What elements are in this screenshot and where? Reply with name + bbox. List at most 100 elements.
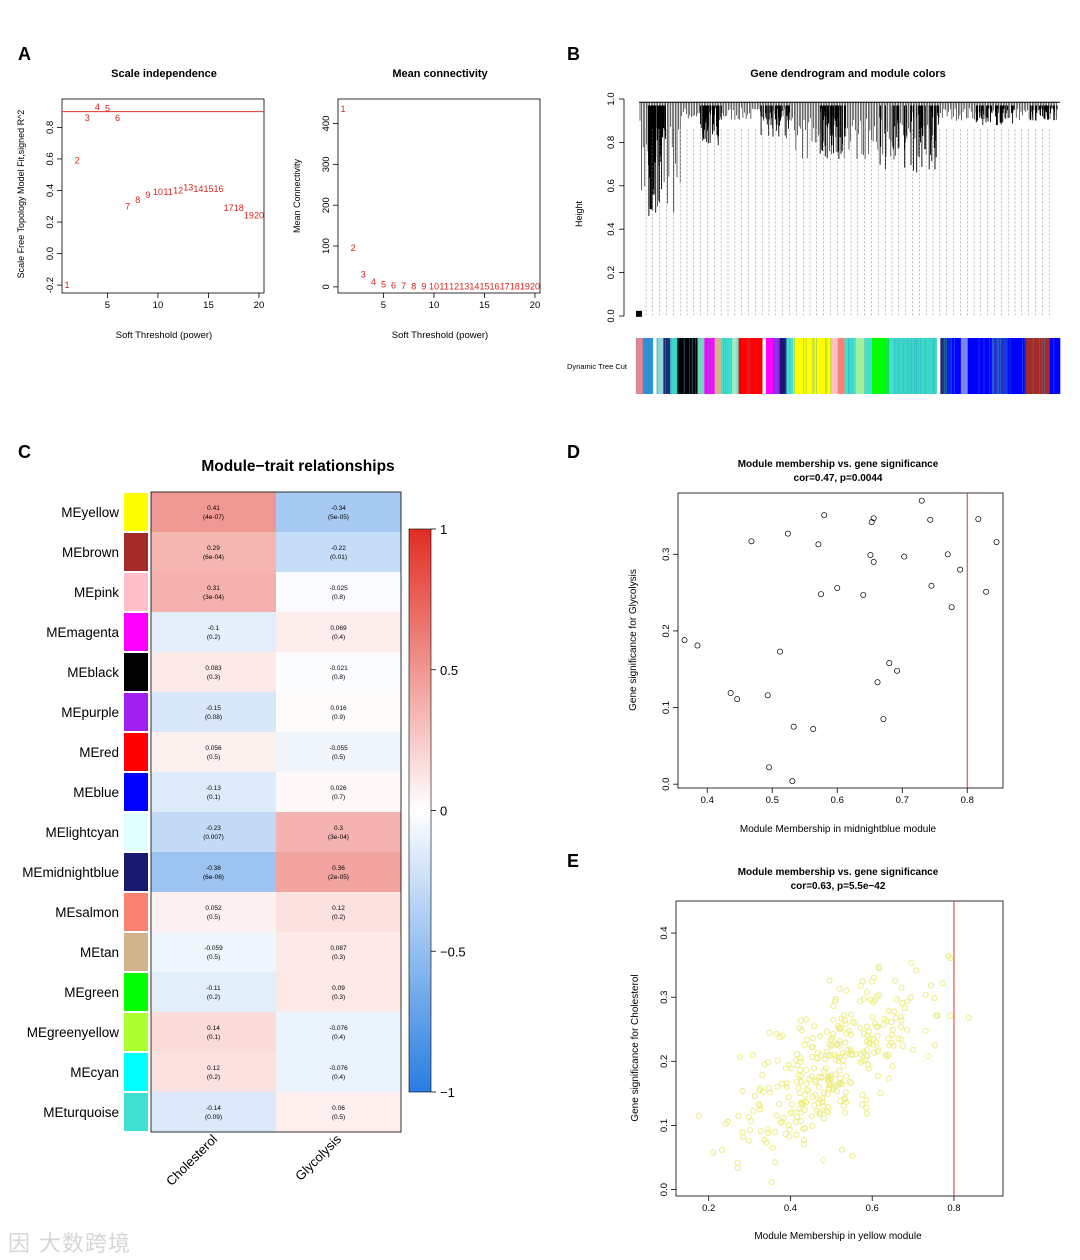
- heatmap-title: Module−trait relationships: [201, 458, 394, 475]
- power-point-label: 17: [224, 203, 234, 213]
- module-color-segment: [653, 338, 657, 394]
- power-point-label: 20: [530, 281, 540, 291]
- module-name-label: MElightcyan: [45, 825, 119, 840]
- scatter-point: [815, 541, 822, 548]
- heatmap-cell: [151, 692, 276, 732]
- scatter-point: [867, 552, 874, 559]
- scatter-point: [797, 1066, 804, 1073]
- scatter-point: [925, 1052, 932, 1060]
- y-tick-label: 0.0: [45, 247, 56, 260]
- y-tick-label: 0.2: [661, 624, 672, 637]
- module-color-swatch: [124, 613, 148, 651]
- heatmap-cell-value: -0.34: [331, 505, 346, 512]
- module-color-segment: [762, 338, 767, 394]
- power-point-label: 13: [459, 281, 469, 291]
- scatter-point: [863, 989, 870, 996]
- heatmap-cell: [276, 932, 401, 972]
- module-color-swatch: [124, 853, 148, 891]
- scatter-point: [820, 1157, 827, 1164]
- y-tick-label: 0.2: [45, 215, 56, 228]
- scatter-point: [849, 1152, 856, 1159]
- scatter-point: [859, 978, 866, 985]
- heatmap-cell-value: 0.14: [207, 1025, 220, 1032]
- power-point-label: 7: [125, 201, 130, 211]
- panel-label-d: D: [567, 442, 580, 462]
- module-name-label: MEred: [79, 745, 119, 760]
- power-point-label: 12: [449, 281, 459, 291]
- heatmap-cell: [151, 652, 276, 692]
- scatter-point: [944, 551, 951, 558]
- power-point-label: 4: [371, 277, 376, 287]
- scatter-point: [776, 1101, 783, 1108]
- scatter-point: [874, 1048, 881, 1055]
- scatter-point: [869, 999, 876, 1006]
- dendrogram-guide-lines: [645, 129, 1050, 316]
- scatter-point: [800, 1137, 808, 1144]
- module-color-segment: [704, 338, 715, 394]
- scatter-point: [797, 1109, 804, 1116]
- scatter-point: [798, 1072, 805, 1079]
- scatter-point: [857, 998, 864, 1005]
- module-name-label: MEpink: [74, 585, 119, 600]
- power-point-label: 2: [75, 156, 80, 166]
- module-name-label: MEsalmon: [55, 905, 119, 920]
- module-name-label: MEgreenyellow: [27, 1025, 120, 1040]
- scatter-point: [849, 1051, 856, 1058]
- heatmap-cell: [276, 772, 401, 812]
- scatter-point: [897, 1013, 904, 1020]
- heatmap-cell-value: 0.29: [207, 545, 220, 552]
- power-point-label: 6: [115, 113, 120, 123]
- x-tick-label: 0.7: [896, 795, 909, 806]
- scatter-point: [793, 1078, 800, 1085]
- scatter-point: [826, 977, 833, 984]
- scatter-point: [875, 964, 882, 971]
- scatter-point: [801, 1106, 808, 1114]
- scatter-point: [695, 1112, 702, 1119]
- y-tick-label: 0.3: [661, 548, 672, 561]
- scatter-point: [880, 716, 887, 722]
- module-name-label: MEbrown: [62, 545, 119, 560]
- module-color-segment: [642, 338, 654, 394]
- heatmap-cell-pvalue: (2e-05): [328, 874, 349, 881]
- scatter-point: [898, 1024, 905, 1031]
- colorbar-tick-label: 0: [440, 804, 447, 819]
- colorbar-tick-label: 1: [440, 522, 447, 537]
- scatter-point: [957, 566, 964, 573]
- scatter-point: [816, 1033, 823, 1040]
- scatter-point: [809, 1122, 816, 1129]
- module-name-label: MEmidnightblue: [22, 865, 119, 880]
- scatter-point: [832, 996, 839, 1003]
- scatter-point: [947, 955, 954, 962]
- heatmap-cell-pvalue: (0.09): [205, 1114, 222, 1121]
- heatmap-cell-value: 0.31: [207, 585, 220, 592]
- module-color-swatch: [124, 733, 148, 771]
- module-color-segment: [731, 338, 739, 394]
- scatter-point: [796, 1025, 803, 1032]
- module-trait-heatmap: Module−trait relationships Cholesterol G…: [22, 458, 465, 1189]
- module-color-segment: [697, 338, 705, 394]
- heatmap-cell-value: -0.021: [329, 665, 348, 672]
- scatter-point: [819, 1098, 826, 1106]
- scatter-point: [799, 1100, 806, 1107]
- scatter-point: [797, 1058, 804, 1065]
- scatter-point: [826, 1075, 833, 1082]
- panel-label-a: A: [18, 44, 31, 64]
- y-tick-label: 200: [321, 197, 332, 213]
- module-color-swatch: [124, 813, 148, 851]
- colorbar-tick-label: −0.5: [440, 944, 466, 959]
- module-color-segment: [865, 338, 873, 394]
- scatter-point: [894, 667, 901, 674]
- scatter-point: [822, 1065, 829, 1072]
- heatmap-cell: [151, 1012, 276, 1052]
- heatmap-cell-value: 0.06: [332, 1105, 345, 1112]
- heatmap-cell-pvalue: (0.5): [332, 754, 345, 761]
- scatter-point: [910, 1046, 917, 1053]
- scatter-point: [790, 723, 797, 730]
- x-tick-label: 5: [105, 300, 110, 311]
- heatmap-cell-value: -0.076: [329, 1025, 348, 1032]
- scatter-point: [812, 1077, 819, 1084]
- scatter-point: [838, 1146, 846, 1153]
- scatter-point: [810, 726, 817, 732]
- mean-connectivity-ylabel: Mean Connectivity: [292, 158, 302, 233]
- scatter-point: [797, 1017, 804, 1024]
